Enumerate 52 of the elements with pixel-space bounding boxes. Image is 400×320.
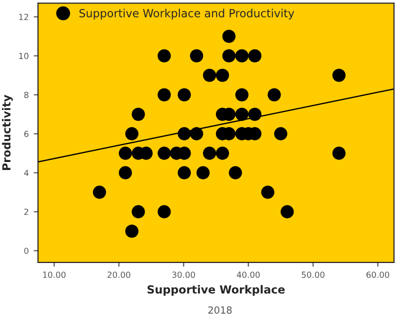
y-tick-label: 10 [19,52,28,60]
legend-label: Supportive Workplace and Productivity [79,8,294,20]
text: 2018 [208,306,232,314]
point [228,166,242,180]
y-axis-title: Productivity [2,94,13,170]
point [132,108,145,121]
point [190,49,204,62]
point [92,186,106,199]
point [222,49,236,62]
point [332,146,346,160]
point [261,186,274,199]
point [132,205,145,218]
point [216,68,230,82]
point [125,127,138,140]
x-tick-label: 30.00 [172,272,196,278]
y-tick-label: 8 [24,92,28,98]
y-tick-label: 4 [24,170,29,176]
point [190,127,204,140]
point [158,49,171,62]
point [178,127,191,140]
x-tick-label: 60.00 [366,272,390,278]
point [235,108,248,121]
point [118,146,132,160]
x-tick-label: 50.00 [302,272,324,278]
point [222,30,236,43]
point [280,205,294,218]
point [274,127,288,140]
x-tick-label: 20.00 [108,272,130,278]
point [158,205,171,218]
x-tick-label: 10.00 [43,272,66,278]
point [178,166,191,180]
point [235,88,248,102]
point [235,49,248,62]
point [202,68,216,82]
point [202,146,216,160]
point [158,146,171,160]
y-tick-label: 2 [24,208,28,215]
point [196,166,210,180]
point [268,88,281,102]
point [248,108,262,121]
x-tick-label: 40.00 [236,272,260,278]
point [125,224,138,238]
point [216,146,230,160]
y-tick-label: 0 [24,248,28,254]
point [158,88,171,102]
y-tick-label: 12 [19,14,28,20]
y-tick-label: 6 [24,130,28,138]
point [118,166,132,180]
point [248,49,262,62]
point [178,88,191,102]
x-axis-title: Supportive Workplace [148,285,285,296]
point [332,68,346,82]
